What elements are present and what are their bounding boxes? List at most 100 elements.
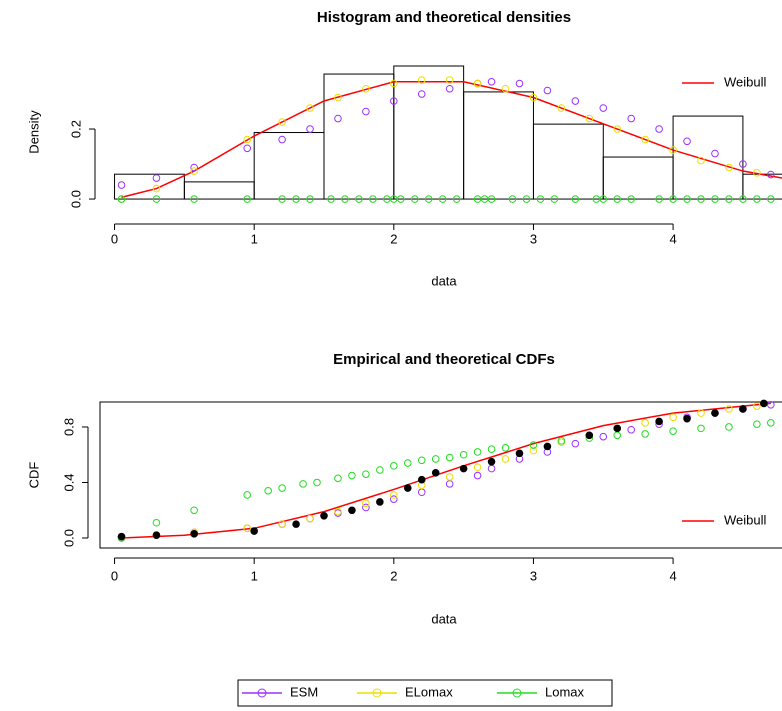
legend-label: ELomax xyxy=(405,684,453,699)
data-point xyxy=(683,414,691,423)
legend-marker xyxy=(512,688,522,698)
data-point xyxy=(390,491,398,499)
data-point xyxy=(264,487,272,495)
data-point xyxy=(767,419,775,427)
data-point xyxy=(613,424,622,433)
y-tick-label: 0.4 xyxy=(61,473,76,491)
data-point xyxy=(417,456,426,465)
data-point xyxy=(760,399,768,408)
data-point xyxy=(529,93,538,102)
hist-bar xyxy=(114,173,185,200)
data-point xyxy=(767,400,775,409)
data-point xyxy=(376,498,384,506)
data-point xyxy=(306,125,314,133)
data-point xyxy=(515,449,524,458)
data-point xyxy=(683,195,691,203)
data-point xyxy=(445,84,454,93)
data-point xyxy=(697,156,705,165)
shared-legend-box xyxy=(237,679,613,707)
data-point xyxy=(327,195,335,203)
data-point xyxy=(445,473,454,481)
data-point xyxy=(641,419,649,427)
data-point xyxy=(390,79,398,88)
chart-title: Histogram and theoretical densities xyxy=(317,9,571,26)
y-tick-label: 0.2 xyxy=(68,120,83,138)
data-point xyxy=(473,448,482,456)
data-point xyxy=(152,174,161,182)
data-point xyxy=(557,104,566,112)
data-point xyxy=(348,506,356,515)
data-point xyxy=(445,453,454,462)
data-point xyxy=(362,499,370,508)
x-tick-label: 1 xyxy=(251,568,258,583)
data-point xyxy=(431,455,440,463)
data-point xyxy=(557,437,566,445)
data-point xyxy=(417,475,426,484)
data-point xyxy=(753,402,761,410)
data-point xyxy=(753,420,761,429)
data-point xyxy=(403,459,412,467)
data-point xyxy=(243,144,252,153)
data-point xyxy=(348,471,356,480)
density-line xyxy=(121,81,782,199)
legend-label: Weibull xyxy=(724,512,767,527)
data-point xyxy=(292,520,300,528)
data-point xyxy=(725,163,733,172)
data-point xyxy=(641,135,649,144)
y-tick-label: 0.0 xyxy=(61,529,76,547)
data-point xyxy=(417,90,426,98)
data-point xyxy=(152,531,161,540)
data-point xyxy=(334,474,342,483)
data-point xyxy=(529,441,538,449)
x-tick-label: 0 xyxy=(111,231,118,246)
data-point xyxy=(753,168,761,177)
data-point xyxy=(334,114,342,123)
x-tick-label: 2 xyxy=(390,568,397,583)
data-point xyxy=(571,97,580,105)
data-point xyxy=(473,79,482,88)
data-point xyxy=(362,470,370,478)
legend-marker xyxy=(257,688,267,698)
data-point xyxy=(711,149,719,158)
data-point xyxy=(669,427,677,435)
x-axis-label: data xyxy=(431,611,457,626)
data-point xyxy=(473,471,482,480)
hist-bar xyxy=(393,65,465,200)
legend-marker xyxy=(372,688,382,698)
data-point xyxy=(550,195,559,203)
data-point xyxy=(117,195,126,203)
data-point xyxy=(438,195,447,203)
data-point xyxy=(613,195,622,203)
hist-bar xyxy=(672,115,744,200)
data-point xyxy=(334,93,342,102)
data-point xyxy=(543,442,552,451)
data-point xyxy=(487,445,496,453)
data-point xyxy=(243,135,252,144)
data-point xyxy=(536,195,545,203)
data-point xyxy=(711,195,719,203)
data-point xyxy=(725,405,733,413)
data-point xyxy=(417,488,426,497)
data-point xyxy=(487,195,496,203)
x-tick-label: 3 xyxy=(530,231,537,246)
data-point xyxy=(278,195,286,203)
data-point xyxy=(417,76,426,84)
data-point xyxy=(683,137,691,146)
x-axis-label: data xyxy=(431,273,457,288)
data-point xyxy=(725,195,733,203)
x-tick-label: 4 xyxy=(669,568,676,583)
data-point xyxy=(410,195,419,203)
data-point xyxy=(243,195,252,203)
hist-bar xyxy=(463,91,534,200)
data-point xyxy=(152,518,161,527)
data-point xyxy=(445,480,454,488)
data-point xyxy=(669,413,677,422)
data-point xyxy=(627,114,635,123)
data-point xyxy=(190,506,198,515)
density-line xyxy=(121,402,771,539)
data-point xyxy=(669,146,677,154)
data-point xyxy=(697,409,705,417)
data-point xyxy=(445,76,454,84)
data-point xyxy=(711,409,719,417)
